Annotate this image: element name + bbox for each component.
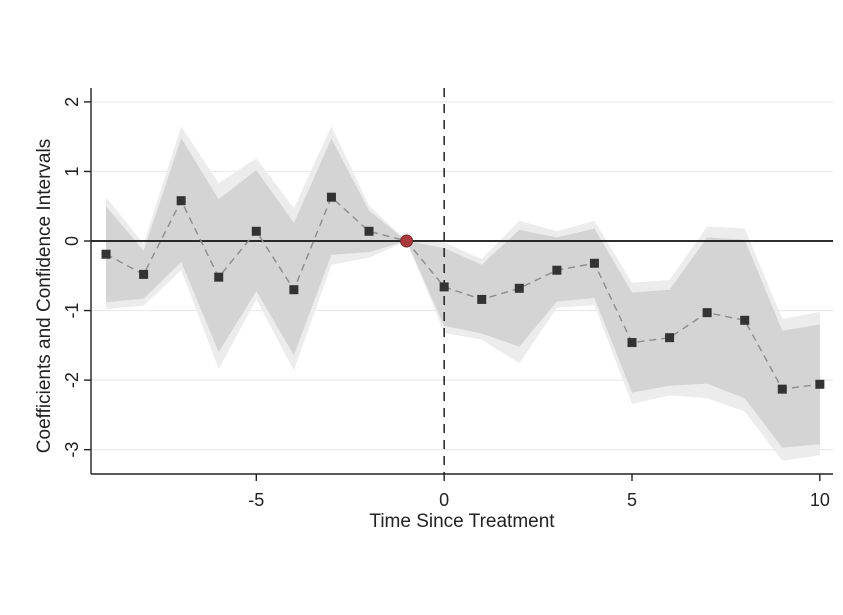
- x-tick-label: -5: [248, 490, 264, 510]
- coefficient-marker: [289, 285, 299, 295]
- coefficient-marker: [552, 265, 562, 275]
- coefficient-marker: [326, 192, 336, 202]
- coefficient-marker: [702, 308, 712, 318]
- coefficient-marker: [139, 269, 149, 279]
- coefficient-marker: [665, 333, 675, 343]
- coefficient-marker: [514, 283, 524, 293]
- confidence-bands: [106, 126, 820, 461]
- y-tick-label: -2: [62, 372, 82, 388]
- y-tick-label: 0: [62, 236, 82, 246]
- coefficient-marker: [176, 196, 186, 206]
- coefficient-series: [101, 192, 825, 394]
- coefficient-marker: [815, 379, 825, 389]
- coefficient-marker: [589, 258, 599, 268]
- axes: [84, 88, 833, 481]
- x-tick-label: 10: [810, 490, 830, 510]
- ci-inner-band: [106, 138, 820, 448]
- coefficient-marker: [101, 249, 111, 259]
- x-tick-label: 5: [627, 490, 637, 510]
- reference-lines: [91, 88, 833, 474]
- y-tick-label: -1: [62, 303, 82, 319]
- reference-point-marker: [400, 234, 414, 248]
- coefficient-marker: [251, 226, 261, 236]
- coefficient-marker: [214, 272, 224, 282]
- y-tick-label: -3: [62, 442, 82, 458]
- coefficient-marker: [439, 282, 449, 292]
- x-tick-label: 0: [439, 490, 449, 510]
- y-tick-label: 1: [62, 166, 82, 176]
- y-axis-title: Coefficients and Confidence Intervals: [34, 139, 55, 453]
- coefficient-marker: [740, 315, 750, 325]
- coefficient-marker: [364, 226, 374, 236]
- coefficient-connector: [105, 196, 820, 390]
- x-axis-title: Time Since Treatment: [369, 511, 555, 532]
- coefficient-marker: [777, 384, 787, 394]
- y-tick-label: 2: [62, 97, 82, 107]
- tick-labels: -3 -2 -1 0 1 2 -5 0 5 10: [62, 97, 830, 510]
- coefficient-marker: [627, 338, 637, 348]
- coefficient-marker: [477, 294, 487, 304]
